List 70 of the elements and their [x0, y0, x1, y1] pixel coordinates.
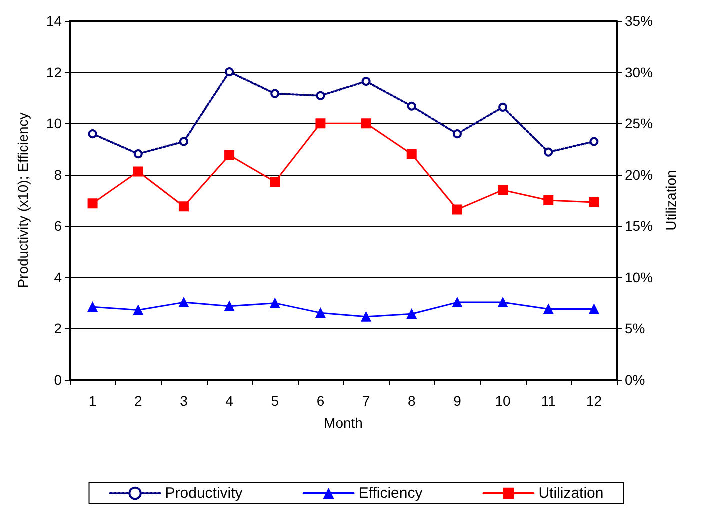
- point: [270, 89, 280, 98]
- x-tick-label: 2: [134, 393, 142, 409]
- x-tick-label: 4: [226, 393, 234, 409]
- point: [316, 91, 326, 100]
- point: [406, 149, 417, 160]
- y-tick-label: 2: [54, 320, 62, 337]
- y2-tick-label: 25%: [625, 116, 654, 132]
- point: [225, 68, 234, 77]
- point: [178, 298, 189, 308]
- point: [88, 302, 98, 312]
- point: [133, 305, 144, 316]
- point: [178, 202, 189, 212]
- point: [361, 118, 372, 129]
- point: [179, 137, 188, 146]
- x-tick-label: 6: [316, 393, 325, 409]
- y-axis-title: Productivity (x10); Efficiency: [15, 112, 31, 288]
- point: [88, 198, 98, 209]
- y-tick-label: 0: [54, 372, 62, 388]
- point: [88, 130, 98, 139]
- point: [316, 118, 326, 129]
- y-tick-label: 10: [46, 116, 62, 132]
- point: [498, 298, 508, 308]
- x-tick-label: 9: [454, 393, 462, 409]
- y2-tick-label: 30%: [625, 64, 654, 80]
- point: [406, 309, 417, 320]
- y-tick-label: 14: [46, 13, 62, 29]
- point: [270, 298, 280, 308]
- y-tick-label: 6: [54, 218, 62, 234]
- x-tick-label: 12: [586, 393, 602, 409]
- legend-label: Efficiency: [358, 485, 424, 502]
- point: [498, 102, 508, 112]
- point: [452, 204, 462, 215]
- x-tick-label: 3: [180, 393, 188, 409]
- x-tick-label: 7: [362, 393, 370, 409]
- x-tick-label: 11: [541, 393, 556, 409]
- point: [498, 185, 508, 196]
- point: [224, 150, 235, 160]
- y-tick-label: 8: [54, 166, 62, 183]
- point: [452, 298, 462, 308]
- x-tick-label: 1: [88, 393, 97, 409]
- point: [316, 308, 326, 318]
- point: [270, 177, 280, 188]
- point: [544, 304, 554, 314]
- y-tick-label: 4: [54, 269, 62, 286]
- legend-label: Utilization: [538, 485, 604, 502]
- y2-tick-label: 15%: [625, 218, 654, 234]
- point: [589, 304, 600, 314]
- point: [452, 130, 462, 139]
- x-tick-label: 10: [495, 393, 512, 409]
- y2-tick-label: 5%: [625, 320, 646, 337]
- y2-tick-label: 20%: [625, 166, 654, 183]
- point: [133, 166, 144, 177]
- x-tick-label: 8: [408, 393, 416, 409]
- point: [590, 137, 599, 146]
- y2-tick-label: 10%: [625, 269, 654, 286]
- y-tick-label: 12: [46, 64, 62, 80]
- point: [134, 150, 143, 159]
- point: [407, 102, 416, 111]
- x-axis-title: Month: [324, 415, 363, 431]
- point: [544, 196, 554, 206]
- point: [361, 312, 372, 322]
- point: [589, 198, 600, 208]
- x-tick-label: 5: [271, 393, 280, 409]
- y2-axis-title: Utilization: [662, 170, 679, 231]
- point: [544, 148, 554, 157]
- legend-label: Productivity: [165, 485, 244, 502]
- y2-tick-label: 35%: [625, 13, 654, 29]
- point: [224, 301, 235, 312]
- point: [362, 77, 371, 86]
- y2-tick-label: 0%: [625, 372, 646, 388]
